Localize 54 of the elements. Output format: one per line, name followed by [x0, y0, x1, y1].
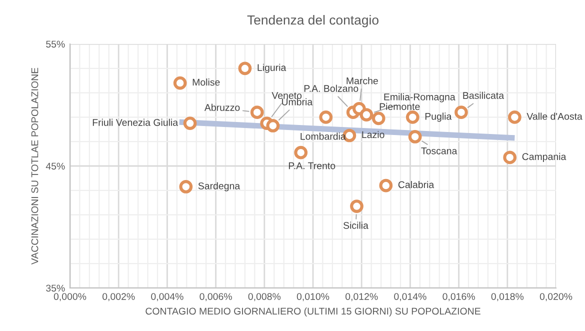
- point: [294, 146, 308, 160]
- x-tick-label: 0,016%: [442, 293, 475, 302]
- annotation: Toscana: [421, 148, 458, 154]
- y-tick-label: 35%: [46, 284, 65, 292]
- annotation: Campania: [522, 152, 566, 162]
- annotation: Liguria: [258, 64, 286, 73]
- point: [408, 130, 422, 144]
- annotation: Sardegna: [198, 182, 240, 192]
- point: [454, 106, 468, 119]
- annotation: Piemonte: [380, 102, 420, 110]
- x-tick-label: 0,004%: [151, 293, 184, 302]
- annotation: P.A. Bolzano: [304, 84, 358, 92]
- point: [266, 119, 280, 132]
- point: [372, 112, 386, 126]
- x-tick-label: 0,006%: [200, 293, 232, 302]
- x-tick-label: 0,008%: [248, 293, 281, 302]
- point: [319, 110, 333, 124]
- x-tick-label: 0,014%: [394, 293, 426, 302]
- point: [250, 106, 264, 119]
- x-axis-title: CONTAGIO MEDIO GIORNALIERO (ULTIMI 15 GIORNI) SU POPOLAZIONE: [146, 307, 480, 317]
- point: [508, 110, 522, 124]
- point: [179, 180, 193, 194]
- y-tick-label: 45%: [46, 162, 65, 170]
- point: [350, 200, 364, 213]
- y-axis-title: VACCINAZIONI SU TOTLAE POPOLAZIONE: [31, 68, 38, 265]
- annotation: Marche: [346, 77, 378, 84]
- annotation: Sicilia: [343, 222, 368, 229]
- annotation: Valle d'Aosta: [526, 112, 582, 120]
- x-tick-label: 0,000%: [54, 293, 86, 302]
- annotation: Molise: [192, 78, 220, 86]
- x-tick-label: 0,012%: [345, 293, 378, 302]
- point: [238, 62, 252, 76]
- x-tick-label: 0,002%: [102, 293, 135, 302]
- annotation: Friuli Venezia Giulia: [92, 118, 178, 126]
- x-tick-label: 0,018%: [491, 293, 524, 302]
- y-tick-label: 55%: [46, 40, 65, 48]
- point: [183, 116, 197, 130]
- annotation: Abruzzo: [204, 104, 240, 111]
- annotation: Lazio: [362, 130, 384, 138]
- point: [406, 110, 420, 124]
- x-tick-label: 0,020%: [540, 293, 572, 302]
- chart-title: Tendenza del contagio: [247, 14, 378, 28]
- annotation: Umbria: [282, 98, 313, 106]
- point: [360, 108, 374, 122]
- annotation: Emilia-Romagna: [384, 93, 456, 102]
- annotation: Veneto: [272, 92, 302, 99]
- point: [379, 178, 393, 192]
- point: [173, 76, 187, 90]
- annotation: Calabria: [398, 180, 434, 188]
- annotation: Puglia: [425, 112, 452, 122]
- annotation: P.A. Trento: [288, 162, 336, 170]
- annotation: Basilicata: [463, 92, 504, 99]
- point: [503, 150, 517, 164]
- x-tick-label: 0,010%: [296, 293, 330, 302]
